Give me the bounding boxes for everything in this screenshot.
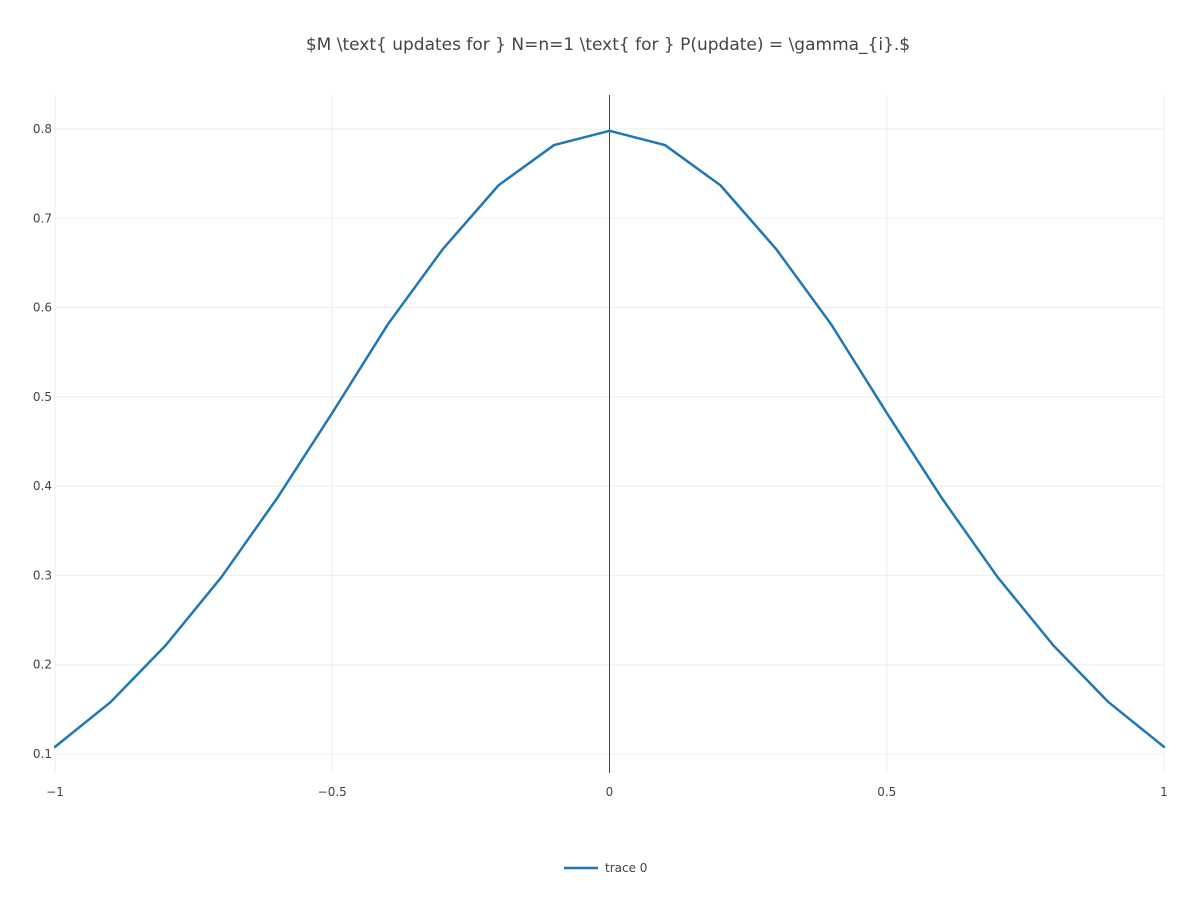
y-tick-label: 0.5 — [33, 390, 52, 404]
legend[interactable]: trace 0 — [564, 861, 647, 875]
x-tick-label: 0 — [606, 785, 614, 799]
x-tick-label: −0.5 — [318, 785, 347, 799]
legend-label: trace 0 — [605, 861, 647, 875]
y-tick-label: 0.8 — [33, 122, 52, 136]
series-layer — [53, 129, 1166, 749]
y-tick-label: 0.6 — [33, 301, 52, 315]
x-tick-label: −1 — [46, 785, 64, 799]
y-tick-label: 0.3 — [33, 568, 52, 582]
y-tick-label: 0.7 — [33, 211, 52, 225]
y-tick-label: 0.4 — [33, 479, 52, 493]
chart-title: $M \text{ updates for } N=n=1 \text{ for… — [306, 35, 910, 55]
y-tick-label: 0.1 — [33, 747, 52, 761]
grid-layer — [54, 95, 1165, 773]
series-line[interactable] — [53, 129, 1166, 749]
x-tick-label: 0.5 — [877, 785, 896, 799]
x-tick-label: 1 — [1160, 785, 1168, 799]
axis-layer: 0.1 0.2 0.3 0.4 0.5 0.6 0.7 0.8 −1 −0.5 0 0.5 1 — [33, 122, 1168, 799]
y-tick-label: 0.2 — [33, 658, 52, 672]
